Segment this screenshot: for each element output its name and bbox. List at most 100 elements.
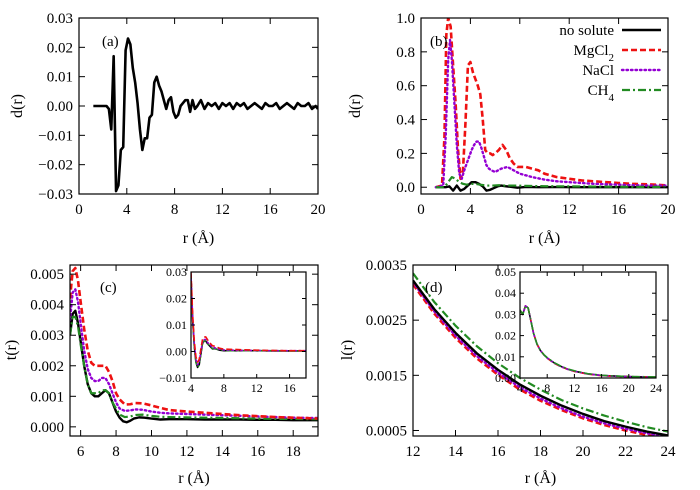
x-tick-label: 8 [544,381,550,395]
y-tick-label: 0.02 [47,40,73,56]
y-tick-label: 0.02 [495,329,516,343]
x-tick-label: 18 [533,444,548,460]
y-axis-label: d(r) [347,94,364,118]
legend-label-NaCl: NaCl [582,63,614,79]
x-tick-label: 16 [284,381,296,395]
x-tick-label: 4 [517,381,523,395]
panel-label: (d) [425,280,443,296]
y-tick-label: −0.01 [159,371,187,385]
y-tick-label: 0.01 [47,70,73,86]
legend-label-MgCl2: MgCl2 [573,43,614,64]
x-tick-label: 8 [171,202,179,218]
x-tick-label: 18 [286,444,301,460]
x-tick-label: 20 [623,381,635,395]
y-tick-label: 0.8 [396,45,415,61]
x-tick-label: 16 [263,202,279,218]
series-line-NaCl [413,280,668,436]
y-tick-label: 0.0005 [366,423,407,439]
series-line-NaCl [434,38,668,189]
y-tick-label: 0.04 [495,286,516,300]
x-tick-label: 8 [516,202,524,218]
y-tick-label: 0.0025 [366,313,407,329]
series-line-MgCl2 [435,18,668,189]
series-line-MgCl2 [191,272,306,363]
x-tick-label: 14 [448,444,464,460]
series-line-MgCl2 [70,266,318,420]
series-line-CH4 [435,175,668,189]
x-tick-label: 12 [562,202,577,218]
y-tick-label: 0.001 [30,389,64,405]
x-tick-label: 20 [311,202,326,218]
y-tick-label: 0.05 [495,265,516,279]
x-axis-label: r (Å) [525,469,557,487]
x-tick-label: 16 [611,202,627,218]
x-axis-label: r (Å) [183,229,215,247]
y-tick-label: 1.0 [396,11,415,27]
y-tick-label: −0.01 [38,128,73,144]
legend-label-CH4: CH4 [588,83,615,104]
chart-a: 0 4 8 12 16 20 −0.03 −0.02 −0.01 0.00 0.01 0.02 0.03… [9,11,326,247]
chart-c: 6 8 10 12 14 16 180.0000.0010.0020.0030.0040.0… [3,264,319,487]
y-tick-label: −0.03 [38,187,73,203]
y-tick-label: 0.6 [396,79,415,95]
chart-c_inset: 4 8 12 16 −0.01 0.00 0.01 0.02 0.03 [159,265,307,395]
panel-label: (b) [430,34,448,50]
plot-frame [420,17,669,195]
chart-d: 12 14 16 18 20 22 24 0.0005 0.0015 0.0025 0.0035 (d… [339,258,676,487]
x-tick-label: 16 [491,444,507,460]
series-line-no_solute [413,279,668,436]
y-tick-label: 0.005 [30,267,64,283]
y-tick-label: 0.0035 [366,258,407,274]
y-tick-label: 0.4 [396,113,415,129]
y-tick-label: 0.00 [166,345,187,359]
y-tick-label: 0.000 [30,420,64,436]
inset-background [191,272,306,378]
x-tick-label: 10 [144,444,159,460]
legend-label-no_solute: no solute [559,23,614,39]
inset-background [520,272,656,378]
y-tick-label: 0.0 [396,180,415,196]
y-tick-label: 0.004 [30,298,64,314]
y-tick-label: 0.03 [166,265,187,279]
y-tick-label: 0.2 [396,146,415,162]
x-tick-label: 8 [221,381,227,395]
plot-frame [519,271,657,379]
panel-label: (c) [100,280,117,296]
x-tick-label: 12 [215,202,230,218]
x-tick-label: 24 [661,444,677,460]
y-axis-label: l(r) [339,340,356,360]
plot-frame [69,264,319,437]
x-tick-label: 14 [215,444,231,460]
x-tick-label: 24 [650,381,662,395]
x-tick-label: 4 [123,202,131,218]
y-tick-label: −0.02 [38,158,73,174]
y-axis-label: t(r) [3,340,20,360]
x-tick-label: 22 [618,444,633,460]
y-axis-label: d(r) [9,94,26,118]
series-line-no_solute [93,37,318,193]
series-line-CH4 [413,272,668,433]
y-tick-label: 0.00 [47,99,73,115]
y-tick-label: 0.02 [166,292,187,306]
series-line-CH4 [70,315,318,421]
y-tick-label: 0.01 [495,350,516,364]
x-tick-label: 12 [251,381,263,395]
y-tick-label: 0.03 [47,11,73,27]
x-tick-label: 4 [188,381,194,395]
x-tick-label: 12 [568,381,580,395]
x-axis-label: r (Å) [529,229,561,247]
series-line-CH4 [520,305,656,378]
y-tick-label: 0.0015 [366,368,407,384]
x-tick-label: 16 [250,444,266,460]
x-tick-label: 12 [179,444,194,460]
x-tick-label: 16 [596,381,608,395]
x-tick-label: 20 [576,444,591,460]
chart-b: 0 4 8 12 16 20 0.0 0.2 0.4 0.6 0.8 1.0 (b) r (Å) d(r) n… [347,11,676,247]
x-tick-label: 0 [417,202,425,218]
x-tick-label: 0 [75,202,83,218]
x-tick-label: 8 [112,444,120,460]
panel-label: (a) [102,34,119,50]
x-tick-label: 20 [661,202,676,218]
